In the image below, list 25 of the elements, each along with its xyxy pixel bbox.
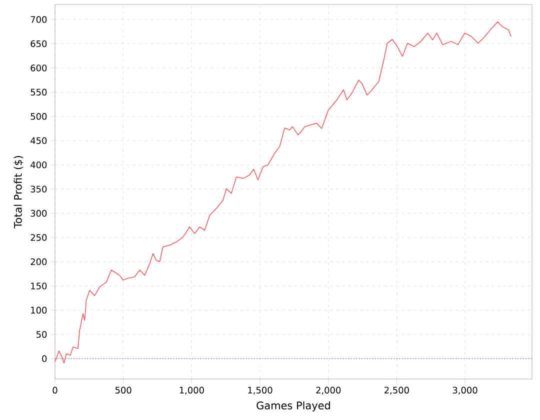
x-tick-label: 1,500 [248,386,272,394]
y-tick-label: 100 [31,306,47,314]
y-tick-label: 350 [30,186,47,192]
x-tick-label: 2,500 [384,386,409,394]
x-tick-label: 0 [52,386,58,394]
y-tick-label: 150 [31,282,47,290]
y-tick-label: 550 [30,88,47,96]
x-tick-label: 1,000 [180,386,204,394]
y-tick-label: 500 [30,113,47,120]
y-tick-label: 0 [42,355,47,362]
y-tick-label: 300 [30,210,47,217]
x-axis-title: Games Played [256,401,330,412]
y-tick-label: 600 [30,64,47,72]
line-series [55,22,512,364]
y-axis-title: Total Profit ($) [14,156,24,228]
y-tick-label: 250 [30,234,47,241]
y-tick-label: 450 [30,137,47,144]
x-tick-label: 3,000 [452,386,478,394]
y-tick-label: 200 [30,258,47,266]
x-tick-label: 500 [115,386,132,394]
y-tick-label: 700 [30,16,47,23]
x-tick-label: 2,000 [316,386,341,394]
y-tick-label: 650 [30,40,47,48]
y-tick-label: 400 [30,161,47,168]
y-tick-label: 50 [36,331,47,338]
